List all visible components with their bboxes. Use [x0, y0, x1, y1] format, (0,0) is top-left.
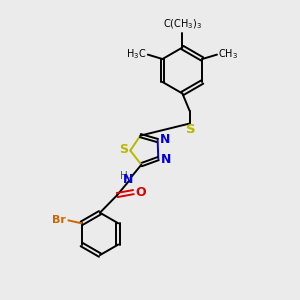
- Text: C(CH$_3$)$_3$: C(CH$_3$)$_3$: [163, 18, 202, 31]
- Text: CH$_3$: CH$_3$: [218, 48, 239, 62]
- Text: O: O: [136, 186, 146, 199]
- Text: H: H: [120, 171, 128, 181]
- Text: Br: Br: [52, 215, 66, 225]
- Text: S: S: [186, 124, 195, 136]
- Text: H$_3$C: H$_3$C: [126, 48, 146, 62]
- Text: N: N: [160, 133, 170, 146]
- Text: N: N: [123, 172, 134, 186]
- Text: S: S: [119, 142, 128, 156]
- Text: N: N: [160, 153, 171, 166]
